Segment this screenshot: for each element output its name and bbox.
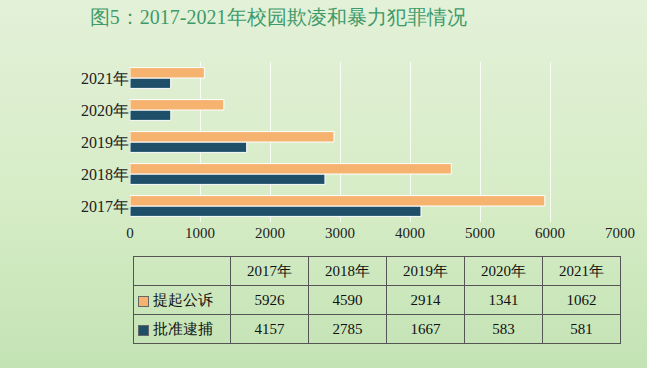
html-text:1062: 1062 — [566, 291, 597, 308]
svg-text:0: 0 — [126, 225, 134, 241]
html-text:2021年: 2021年 — [559, 262, 604, 279]
html-text:2017年: 2017年 — [247, 262, 292, 279]
svg-text:6000: 6000 — [535, 225, 565, 241]
html-text:批准逮捕: 批准逮捕 — [153, 320, 213, 337]
html-text:2914: 2914 — [410, 291, 441, 308]
svg-text:2017年: 2017年 — [81, 198, 129, 215]
svg-text:2021年: 2021年 — [81, 70, 129, 87]
svg-text:1000: 1000 — [185, 225, 215, 241]
svg-text:2018年: 2018年 — [81, 166, 129, 183]
html-text:4157: 4157 — [254, 320, 285, 337]
html-text:2019年: 2019年 — [403, 262, 448, 279]
html-text:2785: 2785 — [332, 320, 363, 337]
html-text:1341: 1341 — [488, 291, 519, 308]
html-text:583: 583 — [492, 320, 515, 337]
html-text:提起公诉: 提起公诉 — [153, 291, 213, 308]
html-text:2018年: 2018年 — [325, 262, 370, 279]
html-text:1667: 1667 — [410, 320, 441, 337]
svg-text:2000: 2000 — [255, 225, 285, 241]
svg-text:4000: 4000 — [395, 225, 425, 241]
svg-text:2020年: 2020年 — [81, 102, 129, 119]
svg-text:2019年: 2019年 — [81, 134, 129, 151]
svg-text:3000: 3000 — [325, 225, 355, 241]
html-text:581: 581 — [570, 320, 593, 337]
svg-text:图5：2017-2021年校园欺凌和暴力犯罪情况: 图5：2017-2021年校园欺凌和暴力犯罪情况 — [90, 6, 467, 28]
html-text:2020年: 2020年 — [481, 262, 526, 279]
svg-text:5000: 5000 — [465, 225, 495, 241]
svg-text:7000: 7000 — [605, 225, 635, 241]
html-text:4590: 4590 — [332, 291, 363, 308]
html-text:5926: 5926 — [254, 291, 285, 308]
